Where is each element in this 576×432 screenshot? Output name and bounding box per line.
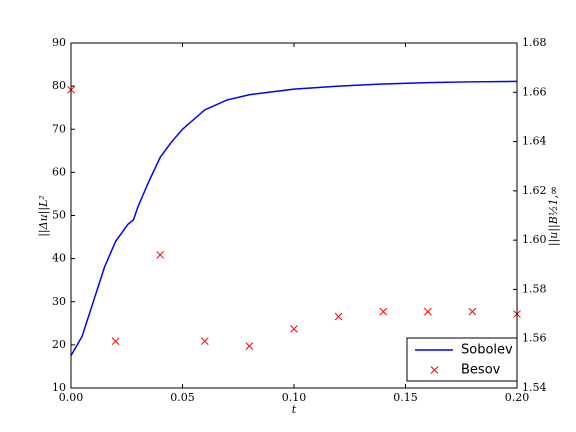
- x-tick-label: 0.05: [170, 391, 195, 404]
- marker: [468, 307, 477, 316]
- marker-cross: [111, 337, 120, 346]
- y-tick-label: 20: [52, 338, 66, 351]
- legend-label: Sobolev: [461, 343, 513, 358]
- marker-cross: [156, 251, 165, 259]
- y2-tick-label: 1.58: [522, 282, 547, 295]
- marker: [334, 312, 343, 321]
- marker-cross: [379, 307, 388, 316]
- marker-cross: [245, 342, 254, 350]
- y2-tick-label: 1.68: [522, 36, 547, 49]
- marker: [290, 325, 298, 333]
- y2-tick-label: 1.60: [522, 233, 547, 246]
- marker-cross: [334, 312, 343, 321]
- x-tick-label: 0.10: [282, 391, 307, 404]
- marker-cross: [290, 325, 298, 333]
- y-tick-label: 90: [52, 36, 66, 49]
- y2-tick-label: 1.54: [522, 381, 547, 394]
- marker: [111, 337, 120, 346]
- marker-cross: [200, 337, 209, 346]
- marker-cross: [468, 307, 477, 316]
- marker: [245, 342, 254, 350]
- y2-axis-label: ||u||B½1,∞: [547, 186, 561, 246]
- y-tick-label: 80: [52, 79, 66, 92]
- y-axis-label: ||Δu||L²: [37, 195, 51, 237]
- y-tick-label: 50: [52, 209, 66, 222]
- y2-tick-label: 1.64: [522, 135, 547, 148]
- marker: [379, 307, 388, 316]
- marker: [200, 337, 209, 346]
- plot-frame: [70, 42, 518, 389]
- legend-marker: [430, 366, 439, 374]
- y2-tick-label: 1.66: [522, 85, 547, 98]
- y-tick-label: 60: [52, 165, 66, 178]
- x-axis-label: t: [292, 403, 297, 416]
- legend-label: Besov: [461, 363, 501, 378]
- x-tick-label: 0.15: [393, 391, 418, 404]
- y-tick-label: 30: [52, 295, 66, 308]
- y-tick-label: 10: [52, 381, 66, 394]
- marker: [156, 251, 165, 259]
- y2-tick-label: 1.62: [522, 184, 547, 197]
- y2-tick-label: 1.56: [522, 332, 547, 345]
- marker: [423, 307, 432, 316]
- series-line: [70, 80, 518, 357]
- y-tick-label: 70: [52, 122, 66, 135]
- x-tick-label: 0.20: [505, 391, 530, 404]
- marker-cross: [423, 307, 432, 316]
- x-tick-label: 0.00: [59, 391, 84, 404]
- legend: Sobolev Besov: [406, 337, 518, 382]
- y-tick-label: 40: [52, 252, 66, 265]
- legend-box: [406, 337, 518, 382]
